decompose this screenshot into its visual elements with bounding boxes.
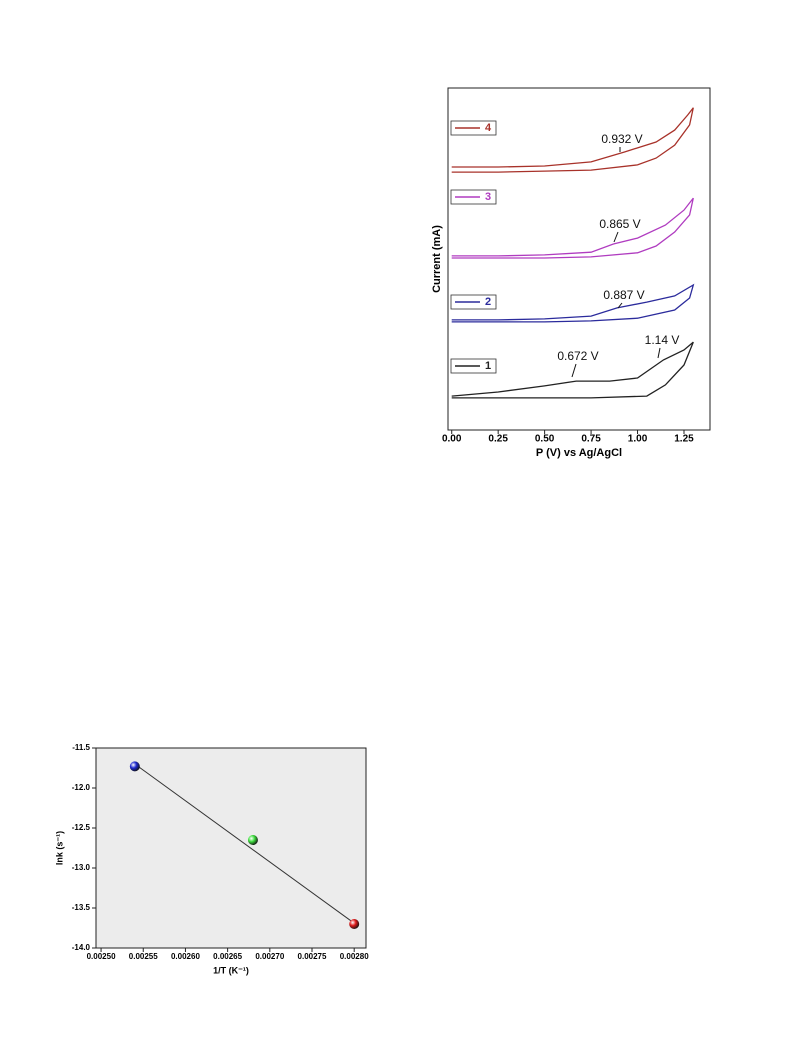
x-tick-label: 0.25	[488, 434, 508, 445]
annotation-arrow	[613, 231, 619, 243]
legend-label: 1	[485, 360, 491, 372]
annotation: 0.887 V	[603, 288, 644, 302]
x-tick-label: 1.25	[674, 434, 694, 445]
y-axis-label: lnk (s⁻¹)	[54, 831, 64, 865]
annotation-arrow	[571, 363, 577, 378]
y-tick-label: -13.5	[72, 903, 91, 912]
x-tick-label: 0.00280	[340, 952, 369, 961]
x-tick-label: 0.00250	[87, 952, 116, 961]
y-tick-label: -13.0	[72, 863, 91, 872]
cv-curve	[451, 341, 694, 399]
y-tick-label: -12.5	[72, 823, 91, 832]
x-axis-label: P (V) vs Ag/AgCl	[536, 447, 622, 459]
legend-label: 2	[485, 296, 491, 308]
x-tick-label: 0.50	[535, 434, 555, 445]
annotation: 0.672 V	[557, 349, 598, 363]
x-tick-label: 0.00265	[213, 952, 242, 961]
cv-curve	[451, 107, 694, 173]
plot-area	[95, 747, 367, 949]
x-tick-label: 0.00270	[255, 952, 284, 961]
legend-label: 4	[485, 122, 492, 134]
y-tick-label: -11.5	[72, 743, 90, 752]
cv-curve	[451, 283, 695, 323]
annotation: 1.14 V	[645, 333, 680, 347]
data-point	[349, 919, 360, 929]
annotation: 0.932 V	[601, 132, 642, 146]
x-tick-label: 1.00	[628, 434, 648, 445]
x-tick-label: 0.00	[442, 434, 462, 445]
data-point	[129, 761, 140, 772]
y-tick-label: -14.0	[72, 943, 91, 952]
x-tick-label: 0.00255	[129, 952, 158, 961]
annotation: 0.865 V	[599, 217, 640, 231]
y-tick-label: -12.0	[72, 783, 91, 792]
x-tick-label: 0.75	[581, 434, 601, 445]
x-tick-label: 0.00275	[298, 952, 327, 961]
annotation-arrow	[657, 347, 661, 359]
fit-line	[134, 763, 355, 924]
legend-label: 3	[485, 191, 491, 203]
cv-curve	[451, 197, 694, 259]
x-tick-label: 0.00260	[171, 952, 200, 961]
y-axis-label: Current (mA)	[431, 225, 443, 293]
data-point	[247, 835, 258, 845]
x-axis-label: 1/T (K⁻¹)	[213, 965, 249, 975]
annotation-arrow	[617, 302, 623, 309]
